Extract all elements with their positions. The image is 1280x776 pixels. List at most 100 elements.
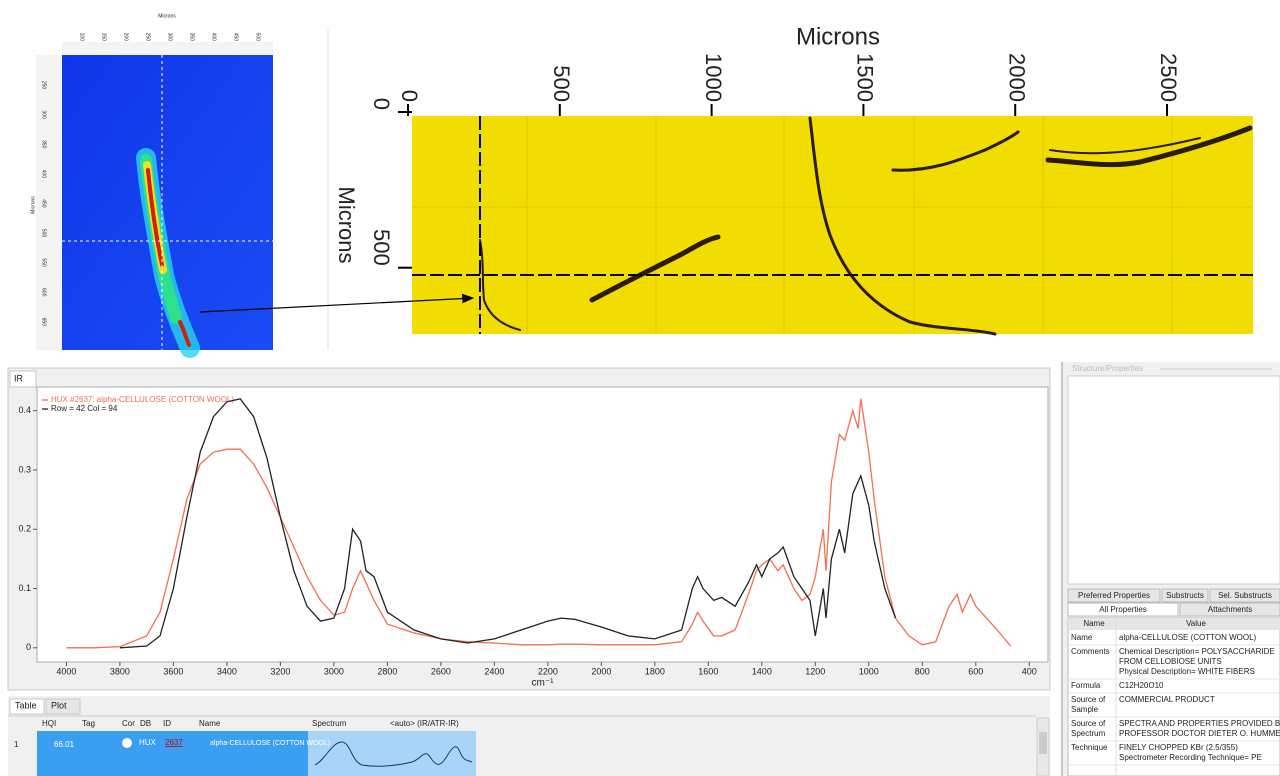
y-tick-label: 0.3 bbox=[18, 464, 31, 474]
y-tick-label: 0.1 bbox=[18, 583, 31, 593]
property-value: Spectrometer Recording Technique= PE bbox=[1119, 753, 1262, 762]
property-value: COMMERCIAL PRODUCT bbox=[1119, 695, 1215, 704]
heatmap-x-tick: 400 bbox=[211, 33, 217, 42]
x-tick-label: 500 bbox=[549, 65, 574, 102]
heatmap-x-tick: 350 bbox=[189, 33, 195, 42]
property-value: Physical Description= WHITE FIBERS bbox=[1119, 667, 1255, 676]
cell: 2637 bbox=[165, 738, 183, 747]
cell: 66.01 bbox=[54, 740, 75, 749]
x-tick-label: 2400 bbox=[484, 666, 504, 676]
micrograph-image bbox=[412, 116, 1253, 334]
heatmap-y-label: Microns bbox=[30, 196, 36, 214]
panel-title: Structure/Properties bbox=[1072, 364, 1143, 373]
heatmap-x-tick: 150 bbox=[101, 33, 107, 42]
legend-label: HUX #2637: alpha-CELLULOSE (COTTON WOOL) bbox=[51, 395, 234, 404]
x-tick-label: 1400 bbox=[752, 666, 772, 676]
property-name: Sample bbox=[1071, 705, 1099, 714]
heatmap-y-tick: 550 bbox=[41, 258, 47, 267]
x-tick-label: 400 bbox=[1022, 666, 1037, 676]
scroll-thumb[interactable] bbox=[1039, 732, 1047, 754]
tab-label[interactable]: Plot bbox=[51, 700, 67, 710]
screen: Microns Microns Microns Microns IR Struc… bbox=[0, 0, 1280, 776]
property-name: Technique bbox=[1071, 743, 1108, 752]
x-tick-label: 3000 bbox=[324, 666, 344, 676]
x-tick-label: 4000 bbox=[56, 666, 76, 676]
heatmap-y-tick: 350 bbox=[41, 140, 47, 149]
x-tick-label: 2000 bbox=[591, 666, 611, 676]
heatmap-top-axis bbox=[62, 42, 273, 55]
x-tick-label: 1800 bbox=[645, 666, 665, 676]
y-tick-label: 0 bbox=[369, 98, 394, 110]
heatmap-y-tick: 300 bbox=[41, 110, 47, 119]
heatmap-x-tick: 100 bbox=[79, 33, 85, 42]
plot-area bbox=[37, 387, 1048, 662]
page: Microns Microns Microns Microns IR Struc… bbox=[0, 0, 1280, 776]
column-header[interactable]: HQI bbox=[42, 719, 56, 728]
y-tick-label: 500 bbox=[369, 229, 394, 266]
heatmap-y-tick: 650 bbox=[41, 318, 47, 327]
property-name: Formula bbox=[1071, 681, 1101, 690]
heatmap-x-tick: 200 bbox=[123, 33, 129, 42]
heatmap-y-tick: 400 bbox=[41, 170, 47, 179]
heatmap-y-tick: 250 bbox=[41, 81, 47, 90]
column-header[interactable]: Cor bbox=[122, 719, 135, 728]
column-header[interactable]: Tag bbox=[82, 719, 95, 728]
tab-label[interactable]: Table bbox=[15, 700, 37, 710]
column-header[interactable]: ID bbox=[163, 719, 171, 728]
heatmap-x-tick: 450 bbox=[233, 33, 239, 42]
spectrum-cell[interactable] bbox=[308, 731, 476, 776]
x-tick-label: 800 bbox=[915, 666, 930, 676]
tab-label[interactable]: Attachments bbox=[1208, 605, 1252, 614]
property-name: Spectrum bbox=[1071, 729, 1106, 738]
legend-label: Row = 42 Col = 94 bbox=[51, 404, 118, 413]
column-header[interactable]: DB bbox=[140, 719, 151, 728]
column-header[interactable]: Name bbox=[199, 719, 221, 728]
x-tick-label: 3200 bbox=[270, 666, 290, 676]
tab-label[interactable]: Substructs bbox=[1166, 591, 1204, 600]
x-tick-label: 2000 bbox=[1004, 53, 1029, 102]
x-tick-label: 2200 bbox=[538, 666, 558, 676]
x-tick-label: 2800 bbox=[377, 666, 397, 676]
property-name: Comments bbox=[1071, 647, 1110, 656]
heatmap-x-tick: 250 bbox=[145, 33, 151, 42]
cell: alpha-CELLULOSE (COTTON WOOL) bbox=[210, 740, 330, 747]
heatmap-y-tick: 600 bbox=[41, 288, 47, 297]
x-tick-label: 2500 bbox=[1156, 53, 1181, 102]
property-name: Source of bbox=[1071, 719, 1106, 728]
cor-icon bbox=[122, 738, 132, 748]
x-tick-label: 1200 bbox=[805, 666, 825, 676]
column-header[interactable]: <auto> (IR/ATR-IR) bbox=[390, 719, 459, 728]
hqi-cell[interactable] bbox=[37, 731, 90, 776]
property-name: Source of bbox=[1071, 695, 1106, 704]
column-header[interactable]: Spectrum bbox=[312, 719, 347, 728]
property-value: C12H20O10 bbox=[1119, 681, 1164, 690]
tab-label[interactable]: Preferred Properties bbox=[1078, 591, 1150, 600]
column-header: Value bbox=[1186, 619, 1206, 628]
tab-label[interactable]: IR bbox=[14, 373, 24, 383]
x-tick-label: 3400 bbox=[217, 666, 237, 676]
row-number: 1 bbox=[14, 740, 19, 749]
property-value: FROM CELLOBIOSE UNITS bbox=[1119, 657, 1222, 666]
structure-view bbox=[1068, 376, 1280, 584]
row-highlight[interactable] bbox=[182, 731, 308, 776]
y-tick-label: 0.2 bbox=[18, 524, 31, 534]
tab-label[interactable]: All Properties bbox=[1099, 605, 1147, 614]
micrograph-y-label: Microns bbox=[334, 186, 359, 263]
x-tick-label: 1500 bbox=[853, 53, 878, 102]
x-tick-label: 2600 bbox=[431, 666, 451, 676]
tab-label[interactable]: Sel. Substructs bbox=[1218, 591, 1272, 600]
x-tick-label: 1600 bbox=[698, 666, 718, 676]
heatmap-x-tick: 300 bbox=[167, 33, 173, 42]
micrograph-x-label: Microns bbox=[796, 23, 880, 50]
y-tick-label: 0.4 bbox=[18, 405, 31, 415]
heatmap-x-tick: 500 bbox=[255, 33, 261, 42]
heatmap-y-tick: 450 bbox=[41, 199, 47, 208]
cell: HUX bbox=[139, 738, 157, 747]
property-value: PROFESSOR DOCTOR DIETER O. HUMMEL bbox=[1119, 729, 1280, 738]
column-header: Name bbox=[1083, 619, 1105, 628]
heatmap-y-tick: 500 bbox=[41, 229, 47, 238]
x-tick-label: 600 bbox=[968, 666, 983, 676]
x-tick-label: 0 bbox=[397, 90, 422, 102]
x-tick-label: 1000 bbox=[701, 53, 726, 102]
x-axis-label: cm⁻¹ bbox=[532, 678, 555, 689]
